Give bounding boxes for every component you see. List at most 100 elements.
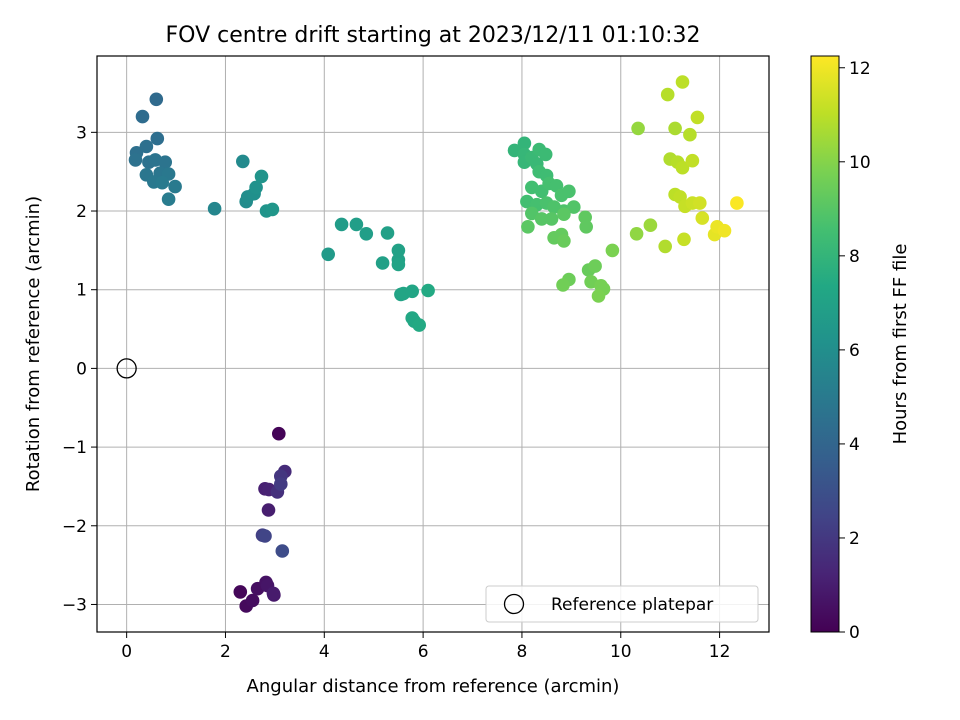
x-tick-label: 6 <box>418 642 429 662</box>
legend-box <box>485 585 759 623</box>
data-point <box>685 153 700 168</box>
data-point <box>359 227 374 241</box>
legend-entry-reference: Reference platepar <box>551 595 713 615</box>
data-point <box>321 247 336 262</box>
data-point <box>236 154 250 169</box>
data-point <box>265 202 280 217</box>
data-point <box>579 220 593 234</box>
data-point <box>391 257 406 272</box>
data-point <box>266 586 281 601</box>
data-point <box>557 207 571 221</box>
data-point <box>588 259 602 273</box>
data-point <box>683 127 697 142</box>
data-point <box>349 217 364 232</box>
data-point <box>562 184 576 199</box>
x-axis-ticks: 0 2 4 6 8 10 12 <box>121 632 730 662</box>
reference-platepar-marker <box>116 358 137 379</box>
legend: Reference platepar <box>485 585 759 623</box>
data-point <box>631 121 645 136</box>
x-axis-label: Angular distance from reference (arcmin) <box>247 676 620 697</box>
data-point <box>380 226 395 240</box>
data-point <box>233 585 248 599</box>
data-point <box>538 147 553 162</box>
x-tick-label: 0 <box>121 642 132 662</box>
data-point <box>521 220 535 234</box>
y-tick-label: 3 <box>76 123 87 143</box>
data-point <box>675 75 690 89</box>
data-point <box>391 243 406 258</box>
data-point <box>168 179 182 194</box>
data-point <box>556 278 570 292</box>
data-point <box>677 232 691 247</box>
data-point <box>161 192 176 206</box>
colorbar-gradient <box>810 55 840 633</box>
colorbar: 0 2 4 6 8 10 12 Hours from first FF file <box>810 55 911 643</box>
data-point <box>139 139 154 154</box>
y-tick-label: −3 <box>62 595 87 615</box>
y-tick-label: −1 <box>62 438 87 458</box>
data-point <box>405 284 420 299</box>
colorbar-label: Hours from first FF file <box>890 244 911 445</box>
data-point <box>272 426 286 441</box>
data-point <box>155 175 169 190</box>
data-point <box>249 180 263 195</box>
data-point <box>730 196 744 210</box>
data-point <box>207 201 222 216</box>
data-point <box>567 200 581 214</box>
y-axis-label: Rotation from reference (arcmin) <box>23 196 44 492</box>
data-point <box>128 153 143 167</box>
reference-marker <box>116 358 137 379</box>
plot-frame <box>96 55 770 633</box>
data-point <box>675 160 690 175</box>
x-tick-label: 2 <box>220 642 231 662</box>
data-points <box>128 75 744 613</box>
data-point <box>693 196 707 210</box>
grid-lines <box>97 56 769 632</box>
data-point <box>534 212 549 226</box>
data-point <box>149 92 164 107</box>
data-point <box>517 136 532 151</box>
data-point <box>158 155 172 169</box>
data-point <box>690 110 705 125</box>
legend-reference-marker <box>503 593 525 615</box>
data-point <box>668 121 682 136</box>
data-point <box>274 477 288 491</box>
colorbar-tick-label: 4 <box>849 435 860 455</box>
x-tick-label: 4 <box>319 642 330 662</box>
chart-title: FOV centre drift starting at 2023/12/11 … <box>166 23 701 48</box>
x-tick-label: 8 <box>517 642 528 662</box>
data-point <box>643 218 658 232</box>
y-tick-label: 2 <box>76 202 87 222</box>
data-point <box>557 234 571 248</box>
data-point <box>660 87 675 102</box>
data-point <box>591 289 606 303</box>
data-point <box>605 243 620 258</box>
data-point <box>525 206 539 221</box>
data-point <box>258 529 272 543</box>
colorbar-tick-label: 10 <box>849 153 871 173</box>
colorbar-tick-label: 6 <box>849 341 860 361</box>
x-tick-label: 10 <box>610 642 632 662</box>
y-tick-label: −2 <box>62 517 87 537</box>
colorbar-ticks: 0 2 4 6 8 10 12 <box>839 59 871 643</box>
data-point <box>375 256 390 270</box>
data-point <box>421 283 435 298</box>
data-point <box>717 223 732 238</box>
data-point <box>150 131 165 146</box>
data-point <box>658 239 672 254</box>
data-point <box>695 211 710 225</box>
data-point <box>334 217 349 232</box>
data-point <box>245 593 260 608</box>
data-point <box>254 169 269 184</box>
colorbar-tick-label: 2 <box>849 529 860 549</box>
data-point <box>261 503 276 517</box>
data-point <box>544 212 559 226</box>
data-point <box>275 544 290 558</box>
data-point <box>629 227 644 241</box>
x-tick-label: 12 <box>709 642 731 662</box>
data-point <box>412 318 427 332</box>
y-axis-ticks: −3 −2 −1 0 1 2 3 <box>62 123 97 615</box>
colorbar-tick-label: 0 <box>849 623 860 643</box>
data-point <box>135 109 150 124</box>
